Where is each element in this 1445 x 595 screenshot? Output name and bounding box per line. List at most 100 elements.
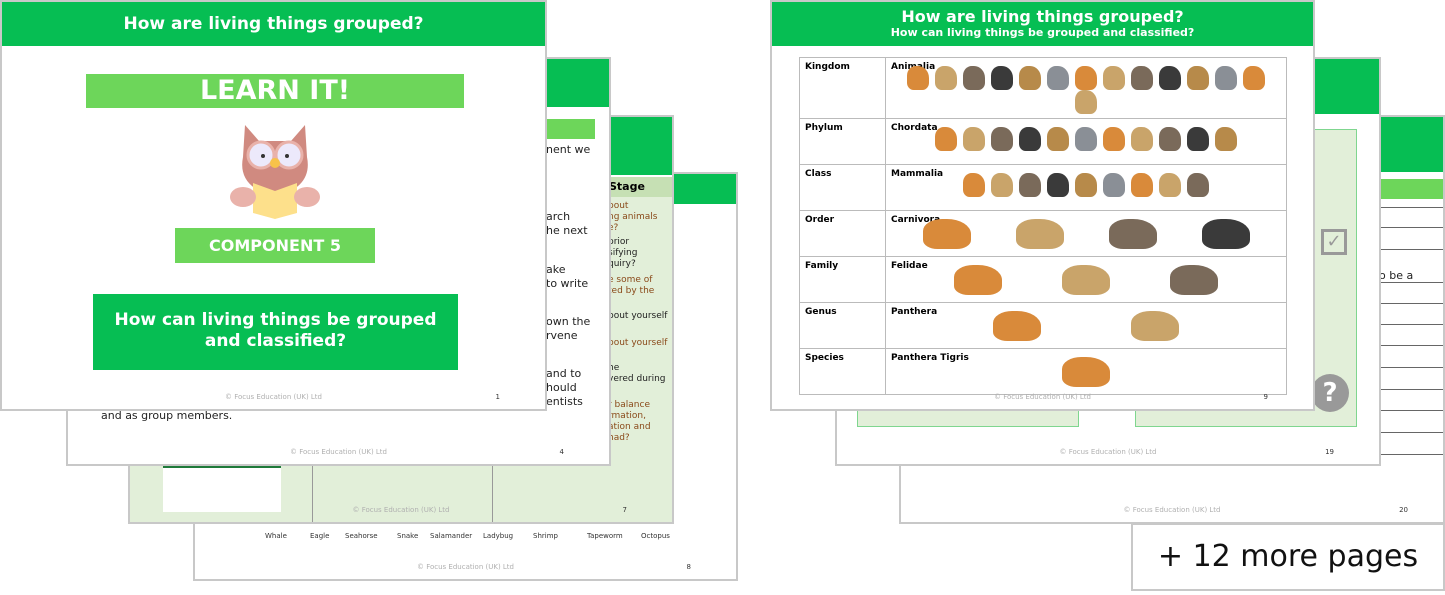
rank-cell: Order <box>799 210 886 257</box>
text-fragment: bout <box>608 201 629 211</box>
text-fragment: rvene <box>546 329 578 342</box>
table-row: Genus Panthera <box>799 302 1287 349</box>
footer-copyright: © Focus Education (UK) Ltd <box>289 448 387 456</box>
text-fragment: r balance <box>608 400 650 410</box>
text-fragment: arch <box>546 210 571 223</box>
text-fragment: vered during <box>608 374 666 384</box>
animal-photo <box>993 311 1041 341</box>
component-label: COMPONENT 5 <box>175 228 375 263</box>
animal-photo <box>1159 127 1181 151</box>
slide-subtitle: How can living things be grouped and cla… <box>890 26 1195 39</box>
rank-cell: Class <box>799 164 886 211</box>
classification-table: KingdomAnimalia Phylum Chordata Class Mamm… <box>799 57 1287 395</box>
footer-copyright: © Focus Education (UK) Ltd <box>224 393 322 401</box>
page-number: 7 <box>622 506 627 514</box>
taxon-name: Carnivora <box>891 215 941 225</box>
text-fragment: entists <box>546 395 583 408</box>
animal-photo <box>1159 173 1181 197</box>
animal-photo <box>963 173 985 197</box>
slide-page-9[interactable]: How are living things grouped? How can l… <box>770 0 1315 411</box>
taxon-name: Panthera <box>891 307 938 317</box>
slide-page-1[interactable]: How are living things grouped? LEARN IT!… <box>0 0 547 411</box>
animal-photo <box>991 66 1013 90</box>
animal-photo <box>1201 219 1250 249</box>
page-number: 1 <box>495 393 500 401</box>
animal-photo <box>1075 90 1097 114</box>
text-fragment: and as group members. <box>101 409 233 422</box>
taxon-cell: Chordata <box>885 118 1287 165</box>
table-row: Order Carnivora <box>799 210 1287 257</box>
taxon-cell: Panthera <box>885 302 1287 349</box>
text-fragment: nent we <box>546 143 591 156</box>
animal-photo <box>1131 311 1179 341</box>
text-fragment: and to <box>546 367 582 380</box>
text-fragment: rmation, <box>608 411 646 421</box>
animal-photo <box>1062 357 1110 387</box>
animal-photo <box>954 265 1002 295</box>
more-pages-badge[interactable]: + 12 more pages <box>1131 523 1445 591</box>
animal-label: Shrimp <box>533 532 558 540</box>
animal-photo <box>1019 66 1041 90</box>
slide-header: How are living things grouped? How can l… <box>772 2 1313 46</box>
animal-photo <box>1019 127 1041 151</box>
animal-photo <box>1075 173 1097 197</box>
text-fragment: own the <box>546 315 591 328</box>
taxon-name: Panthera Tigris <box>891 353 969 363</box>
slide-title: How are living things grouped? <box>901 7 1184 26</box>
footer-copyright: © Focus Education (UK) Ltd <box>993 393 1091 401</box>
rank-cell: Genus <box>799 302 886 349</box>
animal-photo <box>1062 265 1110 295</box>
rank-cell: Phylum <box>799 118 886 165</box>
table-row: Class Mammalia <box>799 164 1287 211</box>
animal-photo <box>1108 219 1157 249</box>
text-fragment: o be a <box>1379 269 1414 282</box>
table-row: KingdomAnimalia <box>799 57 1287 119</box>
animal-photo <box>935 66 957 90</box>
footer-copyright: © Focus Education (UK) Ltd <box>1059 448 1157 456</box>
animal-photo <box>907 66 929 90</box>
animal-photo <box>1131 173 1153 197</box>
animal-photo <box>1131 127 1153 151</box>
animal-photo <box>922 219 971 249</box>
text-fragment: had? <box>608 433 630 443</box>
animal-photo <box>1103 66 1125 90</box>
animal-label: Ladybug <box>483 532 514 540</box>
checkbox-icon: ✓ <box>1321 229 1347 255</box>
text-fragment: bout yourself <box>608 338 668 348</box>
taxon-name: Mammalia <box>891 169 944 179</box>
animal-photo <box>1243 66 1265 90</box>
animal-photo <box>963 127 985 151</box>
rank-cell: Species <box>799 348 886 395</box>
page-number: 4 <box>559 448 564 456</box>
text-fragment: ake <box>546 263 566 276</box>
taxon-cell: Felidae <box>885 256 1287 303</box>
text-fragment: he <box>608 363 620 373</box>
animal-photo <box>1159 66 1181 90</box>
rank-cell: Family <box>799 256 886 303</box>
lesson-question: How can living things be grouped and cla… <box>93 294 458 370</box>
animal-photo <box>935 127 957 151</box>
animal-photo <box>1187 66 1209 90</box>
text-fragment: e? <box>608 223 619 233</box>
animal-photo <box>1103 173 1125 197</box>
text-fragment: sifying <box>608 248 638 258</box>
page-number: 9 <box>1263 393 1268 401</box>
text-fragment: to write <box>546 277 589 290</box>
animal-photo <box>1170 265 1218 295</box>
page-number: 8 <box>686 563 691 571</box>
animal-photo <box>1047 127 1069 151</box>
animal-photo <box>1015 219 1064 249</box>
learn-it-banner: LEARN IT! <box>86 74 464 108</box>
text-fragment: bout yourself <box>608 311 668 321</box>
animal-photo <box>1047 173 1069 197</box>
text-fragment: ted by the <box>608 286 655 296</box>
taxon-cell: Animalia <box>885 57 1287 119</box>
owl-reading-book-icon <box>230 125 320 219</box>
animal-photo <box>1075 66 1097 90</box>
footer-copyright: © Focus Education (UK) Ltd <box>352 506 450 514</box>
text-fragment: ng animals <box>608 212 658 222</box>
text-fragment: ation and <box>608 422 651 432</box>
footer-copyright: © Focus Education (UK) Ltd <box>416 563 514 571</box>
text-fragment: hould <box>546 381 577 394</box>
taxon-cell: Carnivora <box>885 210 1287 257</box>
